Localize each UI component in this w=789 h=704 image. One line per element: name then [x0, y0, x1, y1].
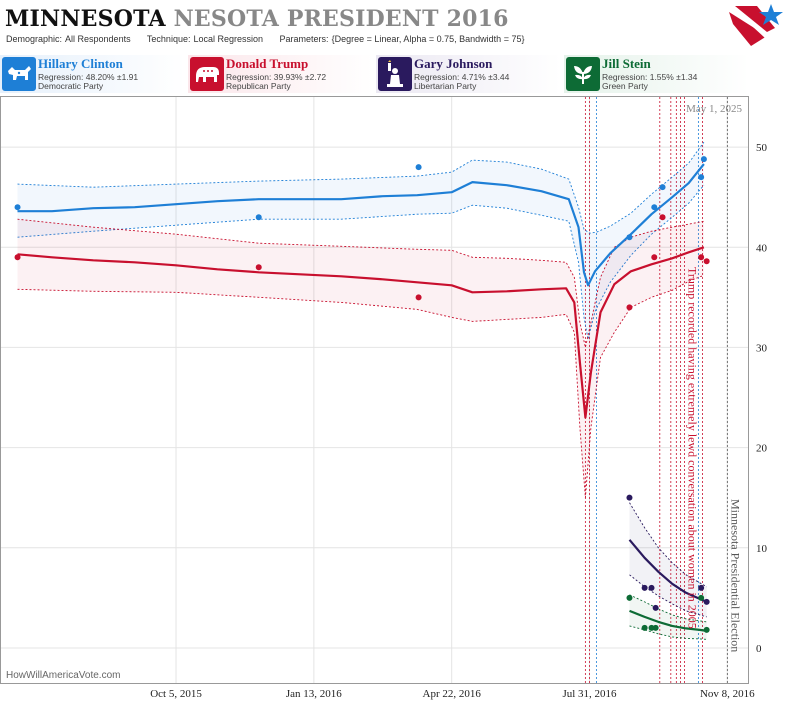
- candidate-regression: Regression: 4.71% ±3.44: [414, 72, 510, 82]
- lower-bound-line: [629, 574, 707, 618]
- y-tick-label: 10: [756, 543, 768, 555]
- candidate-party: Republican Party: [226, 81, 291, 91]
- technique-key: Technique:: [146, 34, 191, 44]
- demographic-key: Demographic:: [6, 34, 63, 44]
- poll-point: [703, 598, 710, 605]
- plot-frame: [0, 96, 749, 684]
- trend-line: [629, 609, 707, 632]
- current-date: May 1, 2025: [686, 103, 742, 115]
- x-tick-label: Apr 22, 2016: [423, 688, 482, 700]
- poll-point: [626, 234, 633, 241]
- trend-line: [17, 246, 705, 419]
- event-annotation: Minnesota Presidential Election: [728, 499, 742, 652]
- poll-point: [698, 594, 705, 601]
- poll-point: [659, 184, 666, 191]
- poll-point: [415, 294, 422, 301]
- poll-point: [255, 214, 262, 221]
- site-logo-icon[interactable]: [727, 2, 785, 48]
- poll-point: [698, 584, 705, 591]
- title-main: MINNESOTA: [5, 6, 166, 32]
- candidate-party: Green Party: [602, 81, 648, 91]
- poll-point: [415, 164, 422, 171]
- poll-point: [648, 624, 655, 631]
- poll-point: [698, 174, 705, 181]
- x-axis-ticks: Oct 5, 2015 Jan 13, 2016 Apr 22, 2016 Jul 3…: [150, 688, 755, 700]
- poll-point: [703, 626, 710, 633]
- poll-point: [700, 156, 707, 163]
- chart-area: 0 10 20 30 40 50 Oct 5, 2015 Jan 13, 2016 Apr 2…: [0, 96, 789, 704]
- upper-bound-line: [17, 141, 705, 234]
- y-tick-label: 40: [756, 242, 768, 254]
- page-title: MINNESOTA NESOTA PRESIDENT 2016: [5, 6, 509, 32]
- confidence-band: [17, 142, 704, 340]
- demographic-value[interactable]: All Respondents: [65, 34, 131, 44]
- technique-value[interactable]: Local Regression: [193, 34, 264, 44]
- x-tick-label: Nov 8, 2016: [700, 688, 755, 700]
- upper-bound-line: [629, 502, 707, 588]
- candidate-legend: Hillary Clinton Regression: 48.20% ±1.91…: [0, 55, 789, 93]
- parameters-value[interactable]: {Degree = Linear, Alpha = 0.75, Bandwidt…: [331, 34, 525, 44]
- candidate-regression: Regression: 1.55% ±1.34: [602, 72, 698, 82]
- poll-point: [14, 204, 21, 211]
- y-tick-label: 50: [756, 142, 768, 154]
- parameters-key: Parameters:: [279, 34, 329, 44]
- title-sub: NESOTA PRESIDENT 2016: [173, 6, 509, 32]
- poll-point: [652, 604, 659, 611]
- x-tick-label: Jan 13, 2016: [286, 688, 342, 700]
- lower-bound-line: [629, 625, 707, 640]
- event-annotation: Trump recorded having extremely lewd con…: [686, 267, 700, 629]
- candidate-name: Gary Johnson: [414, 56, 493, 71]
- parameters-line: Demographic: All Respondents Technique: Lo…: [6, 34, 538, 44]
- y-axis-ticks: 0 10 20 30 40 50: [756, 142, 768, 655]
- annotations: Trump recorded having extremely lewd con…: [686, 267, 743, 652]
- x-tick-label: Oct 5, 2015: [150, 688, 202, 700]
- poll-point: [641, 624, 648, 631]
- candidate-name: Donald Trump: [226, 56, 309, 71]
- y-tick-label: 30: [756, 342, 768, 354]
- candidate-party: Libertarian Party: [414, 81, 477, 91]
- poll-point: [255, 264, 262, 271]
- candidate-party: Democratic Party: [38, 81, 104, 91]
- poll-point: [14, 254, 21, 261]
- donkey-icon: [2, 57, 36, 91]
- poll-point: [703, 258, 710, 265]
- candidate-card-trump[interactable]: Donald Trump Regression: 39.93% ±2.72 Re…: [188, 55, 373, 93]
- leaf-icon: [566, 57, 600, 91]
- lower-bound-line: [17, 184, 705, 340]
- poll-point: [698, 254, 705, 261]
- elephant-icon: [190, 57, 224, 91]
- candidate-regression: Regression: 48.20% ±1.91: [38, 72, 139, 82]
- poll-point: [652, 624, 659, 631]
- poll-point: [651, 204, 658, 211]
- poll-point: [648, 584, 655, 591]
- statue-of-liberty-icon: [378, 57, 412, 91]
- poll-points: [14, 156, 710, 633]
- poll-point: [641, 584, 648, 591]
- y-tick-label: 0: [756, 643, 762, 655]
- candidate-regression: Regression: 39.93% ±2.72: [226, 72, 327, 82]
- candidate-card-stein[interactable]: Jill Stein Regression: 1.55% ±1.34 Green…: [564, 55, 749, 93]
- poll-point: [626, 494, 633, 501]
- header: MINNESOTA NESOTA PRESIDENT 2016 Demograp…: [0, 0, 789, 50]
- site-credit[interactable]: HowWillAmericaVote.com: [6, 670, 120, 681]
- poll-point: [626, 594, 633, 601]
- upper-bound-line: [629, 594, 707, 623]
- poll-point: [626, 304, 633, 311]
- candidate-card-johnson[interactable]: Gary Johnson Regression: 4.71% ±3.44 Lib…: [376, 55, 561, 93]
- candidate-card-clinton[interactable]: Hillary Clinton Regression: 48.20% ±1.91…: [0, 55, 185, 93]
- lower-bound-line: [17, 274, 705, 498]
- candidate-name: Jill Stein: [602, 56, 651, 71]
- x-tick-label: Jul 31, 2016: [562, 688, 617, 700]
- poll-point: [651, 254, 658, 261]
- y-tick-label: 20: [756, 443, 768, 455]
- candidate-name: Hillary Clinton: [38, 56, 123, 71]
- horizontal-gridlines: [1, 146, 748, 649]
- regression-chart: 0 10 20 30 40 50 Oct 5, 2015 Jan 13, 2016 Apr 2…: [0, 96, 768, 700]
- poll-point: [659, 214, 666, 221]
